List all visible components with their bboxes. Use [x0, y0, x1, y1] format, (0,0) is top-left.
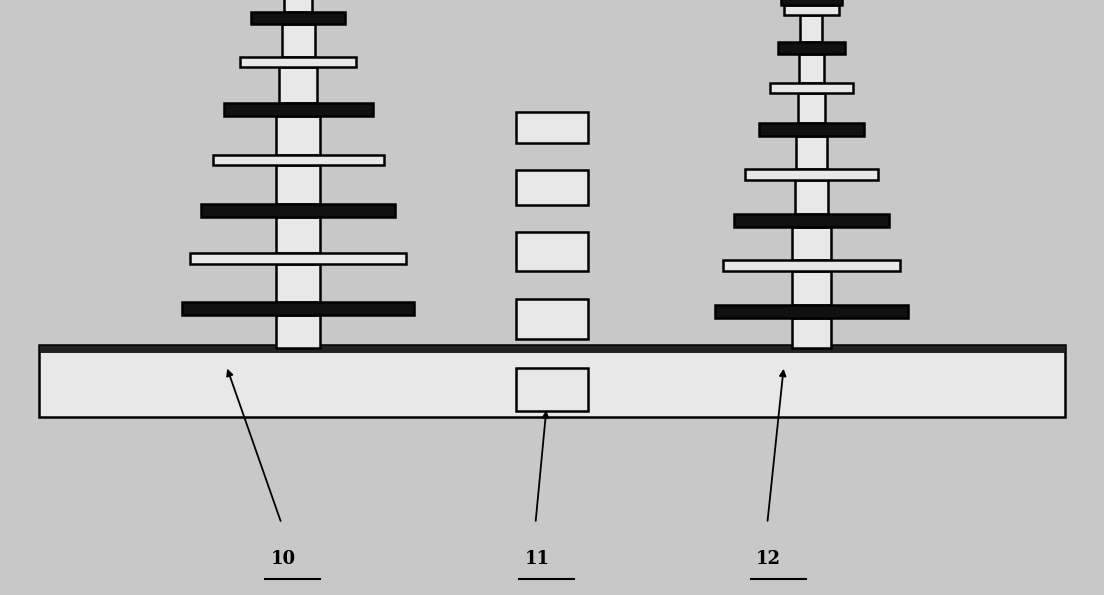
- Bar: [39, 345, 1065, 352]
- Bar: [517, 170, 587, 205]
- Bar: [517, 368, 587, 411]
- Bar: [778, 42, 845, 54]
- Bar: [793, 318, 830, 348]
- Bar: [276, 165, 320, 204]
- Bar: [782, 0, 842, 5]
- Bar: [734, 214, 889, 227]
- Bar: [182, 302, 414, 315]
- Bar: [241, 57, 355, 67]
- Text: 11: 11: [524, 550, 550, 568]
- Bar: [191, 253, 406, 264]
- Bar: [715, 305, 907, 318]
- Bar: [252, 12, 344, 24]
- Bar: [784, 5, 839, 15]
- Bar: [517, 299, 587, 339]
- Bar: [793, 271, 830, 305]
- Bar: [285, 0, 312, 12]
- Bar: [517, 232, 587, 271]
- Bar: [760, 123, 863, 136]
- Bar: [276, 315, 320, 348]
- Bar: [278, 67, 318, 103]
- Bar: [39, 345, 1065, 416]
- Bar: [745, 169, 878, 180]
- Bar: [276, 217, 320, 253]
- Bar: [797, 93, 826, 123]
- Bar: [282, 24, 315, 57]
- Bar: [723, 260, 900, 271]
- Bar: [202, 204, 395, 217]
- Bar: [795, 180, 828, 214]
- Bar: [276, 264, 320, 302]
- Bar: [800, 15, 822, 42]
- Bar: [771, 83, 852, 93]
- Bar: [212, 155, 384, 165]
- Bar: [793, 227, 830, 260]
- Text: 10: 10: [270, 550, 296, 568]
- Bar: [799, 54, 824, 83]
- Bar: [223, 103, 373, 116]
- Bar: [276, 116, 320, 155]
- Text: 12: 12: [756, 550, 782, 568]
- Bar: [517, 112, 587, 143]
- Bar: [796, 136, 827, 169]
